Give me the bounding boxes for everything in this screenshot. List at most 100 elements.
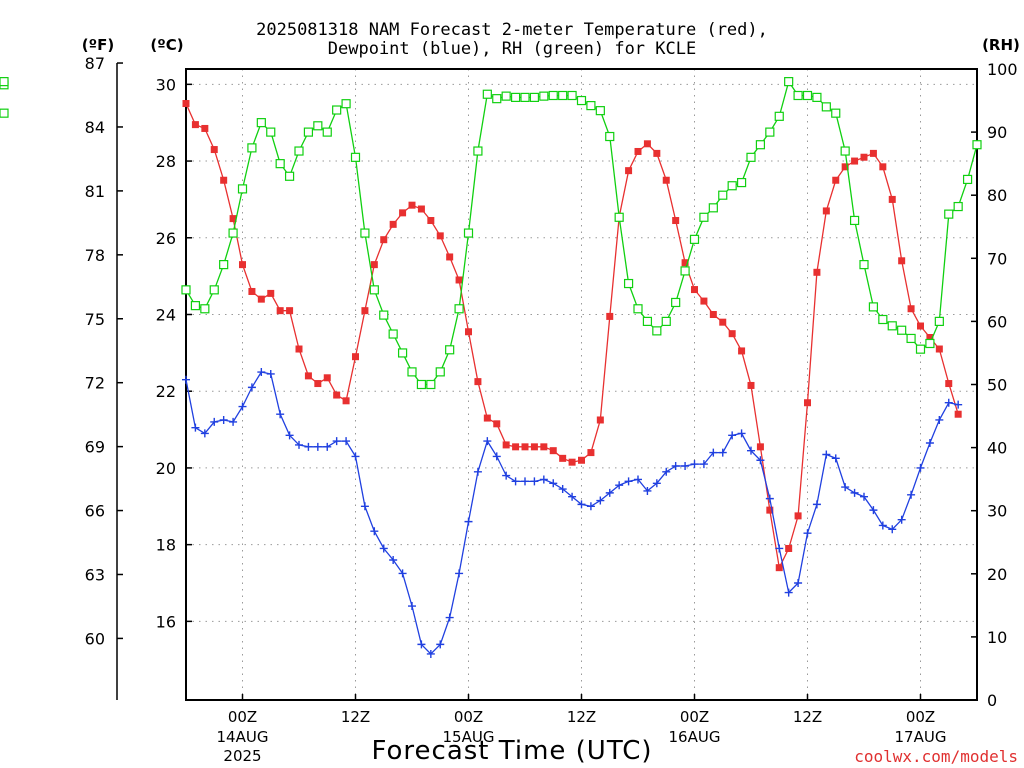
rh-point	[633, 304, 643, 314]
dewpoint-point	[831, 454, 840, 463]
dewpoint-point	[765, 494, 774, 503]
rh-point	[821, 102, 831, 112]
temperature-point	[832, 176, 840, 184]
fahrenheit-tick-label: 72	[85, 374, 105, 393]
temperature-point	[210, 146, 218, 154]
rh-tick-label: 100	[987, 60, 1018, 79]
dewpoint-point	[351, 452, 360, 461]
rh-point	[831, 108, 841, 118]
rh-unit-label: (RH)	[982, 36, 1020, 54]
rh-point	[473, 146, 483, 156]
fahrenheit-tick-label: 60	[85, 629, 105, 648]
celsius-tick-label: 28	[156, 152, 176, 171]
rh-point	[708, 203, 718, 213]
temperature-point	[709, 310, 717, 318]
temperature-point	[201, 124, 209, 132]
rh-tick-label: 0	[987, 691, 997, 710]
rh-tick-label: 30	[987, 502, 1007, 521]
x-tick-date: 14AUG	[217, 728, 269, 746]
rh-point	[802, 90, 813, 101]
dewpoint-point	[445, 613, 454, 622]
rh-point	[388, 329, 398, 339]
rh-point	[586, 100, 596, 111]
temperature-point	[700, 297, 708, 305]
dewpoint-point	[699, 460, 708, 469]
dewpoint-point	[775, 544, 784, 553]
temperature-point	[747, 381, 755, 389]
rh-point	[237, 184, 248, 194]
dewpoint-point	[408, 602, 416, 611]
temperature-point	[521, 443, 529, 451]
dewpoint-point	[878, 521, 887, 530]
x-tick-label: 00Z	[906, 708, 935, 726]
rh-point	[209, 285, 219, 295]
chart-title-line1: 2025081318 NAM Forecast 2-meter Temperat…	[256, 20, 768, 40]
dewpoint-point	[191, 423, 200, 432]
rh-point	[510, 92, 521, 102]
dewpoint-point	[436, 640, 445, 649]
dewpoint-point	[596, 496, 605, 505]
dewpoint-point	[464, 517, 473, 526]
rh-point	[416, 379, 427, 390]
temperature-point	[888, 195, 896, 203]
dewpoint-point	[737, 429, 746, 438]
temperature-point	[399, 209, 407, 217]
rh-point	[454, 304, 464, 314]
temperature-point	[549, 447, 557, 455]
rh-point	[275, 159, 285, 169]
dewpoint-point	[426, 649, 435, 658]
rh-point	[652, 326, 662, 336]
dewpoint-point	[935, 415, 944, 424]
rh-point	[181, 285, 191, 295]
rh-tick-label: 60	[987, 312, 1007, 331]
rh-point	[369, 285, 379, 295]
dewpoint-point	[643, 486, 652, 495]
temperature-point	[427, 217, 435, 225]
x-tick-year: 2025	[223, 747, 261, 765]
dewpoint-point	[238, 402, 247, 411]
dewpoint-point	[295, 440, 303, 449]
rh-point	[755, 140, 766, 150]
temperature-point	[352, 353, 359, 361]
fahrenheit-tick-label: 84	[85, 118, 105, 137]
dewpoint-point	[389, 555, 398, 564]
rh-point	[595, 106, 605, 116]
temperature-point	[455, 276, 463, 284]
rh-point	[219, 260, 229, 270]
rh-point	[492, 94, 502, 104]
temperature-point	[653, 149, 661, 157]
dewpoint-point	[370, 527, 379, 536]
rh-series	[0, 77, 982, 390]
rh-point	[774, 111, 784, 121]
temperature-point	[530, 443, 538, 451]
dewpoint-point	[860, 492, 868, 501]
rh-tick-label: 50	[987, 376, 1007, 395]
temperature-point	[822, 207, 830, 215]
dewpoint-point	[492, 452, 501, 461]
dewpoint-point	[398, 569, 407, 578]
rh-point	[642, 316, 653, 326]
dewpoint-point	[266, 369, 275, 378]
rh-point	[812, 92, 822, 102]
dewpoint-point	[925, 438, 934, 447]
rh-point	[228, 228, 238, 238]
rh-point	[944, 209, 954, 219]
temperature-point	[512, 443, 520, 451]
rh-point	[360, 228, 370, 238]
dewpoint-point	[313, 442, 322, 451]
rh-point	[190, 301, 201, 311]
dewpoint-point	[888, 525, 897, 534]
temperature-point	[634, 147, 642, 155]
dewpoint-point	[511, 477, 520, 486]
dewpoint-series	[182, 368, 963, 658]
rh-tick-label: 10	[987, 628, 1007, 647]
temperature-point	[879, 163, 887, 171]
rh-point	[256, 118, 266, 128]
dewpoint-point	[247, 383, 256, 392]
dewpoint-point	[944, 398, 953, 407]
temperature-point	[502, 441, 510, 449]
dewpoint-point	[530, 477, 539, 486]
rh-point	[200, 304, 210, 314]
temperature-point	[756, 443, 764, 451]
dewpoint-point	[568, 492, 577, 501]
